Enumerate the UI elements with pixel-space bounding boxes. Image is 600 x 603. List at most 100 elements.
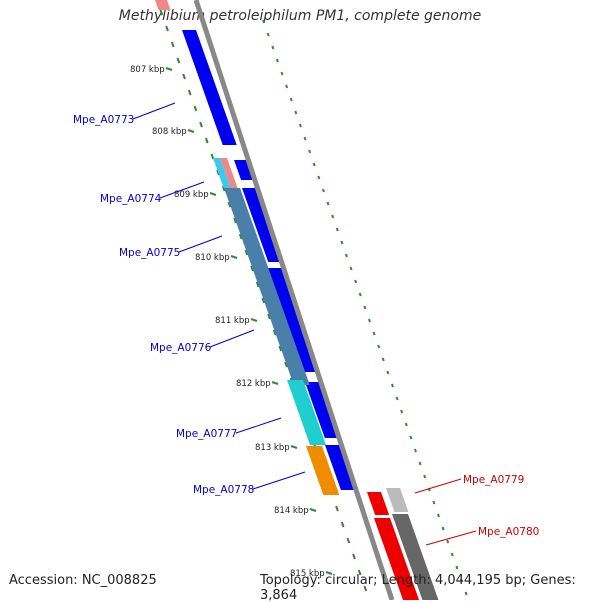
gene-label[interactable]: Mpe_A0779: [463, 474, 524, 486]
ring-dot: [437, 513, 440, 518]
ring-dot: [340, 240, 344, 245]
tick-mark: [340, 521, 345, 528]
label-leader-line: [132, 102, 176, 120]
tick-mark-major: [230, 255, 238, 259]
tick-mark: [238, 233, 243, 240]
tick-mark-major: [165, 67, 173, 71]
outer-ring-dots: [262, 19, 468, 596]
tick-mark: [204, 137, 209, 144]
label-leader-line: [414, 478, 462, 494]
label-leader-line: [159, 181, 205, 199]
tick-mark: [352, 553, 356, 560]
tick-mark: [165, 25, 169, 32]
tick-mark-major: [250, 318, 258, 322]
map-title: Methylibium petroleiphilum PM1, complete…: [118, 8, 482, 24]
gene-feature[interactable]: [374, 518, 420, 600]
tick-mark-major: [187, 129, 195, 133]
gene-feature[interactable]: [268, 268, 319, 372]
gene-feature[interactable]: [224, 188, 310, 385]
tick-mark: [357, 569, 362, 576]
tick-label: 812 kbp: [236, 379, 271, 389]
tick-mark: [199, 121, 203, 128]
tick-mark: [182, 73, 186, 80]
tick-mark: [187, 89, 192, 96]
ring-dot: [460, 578, 463, 583]
gene-label[interactable]: Mpe_A0773: [73, 114, 134, 126]
ring-dot: [312, 162, 316, 167]
tick-mark: [233, 217, 237, 224]
ring-dot: [358, 292, 362, 297]
tick-label: 811 kbp: [215, 316, 250, 326]
gene-label[interactable]: Mpe_A0778: [193, 484, 254, 496]
ring-dot: [377, 344, 381, 349]
tick-label: 813 kbp: [255, 443, 290, 453]
gene-feature[interactable]: [386, 488, 409, 512]
tick-mark: [278, 345, 283, 352]
gene-feature[interactable]: [234, 160, 256, 180]
gene-labels[interactable]: Mpe_A0773 Mpe_A0774 Mpe_A0775 Mpe_A0776 Mpe_…: [73, 102, 539, 546]
ring-dot: [395, 396, 399, 401]
gene-feature[interactable]: [325, 445, 355, 490]
tick-mark: [193, 105, 198, 112]
ring-dot: [464, 591, 468, 596]
tick-mark: [170, 41, 175, 48]
gene-label[interactable]: Mpe_A0780: [478, 526, 539, 538]
ring-dot: [372, 331, 376, 336]
ring-dot: [446, 539, 450, 544]
ring-dot: [308, 149, 312, 154]
ring-dot: [321, 188, 325, 193]
tick-mark: [284, 361, 288, 368]
gene-feature[interactable]: [392, 514, 439, 600]
tick-label: 809 kbp: [174, 190, 209, 200]
ring-dot: [367, 318, 371, 323]
ring-dot: [317, 175, 321, 180]
ring-dot: [381, 357, 385, 362]
gene-feature[interactable]: [220, 158, 238, 188]
gene-feature[interactable]: [213, 158, 231, 188]
ring-dot: [262, 19, 266, 24]
ring-dot: [455, 565, 459, 570]
ring-dot: [280, 71, 284, 76]
ring-dot: [354, 279, 358, 284]
ring-dot: [335, 227, 339, 232]
gene-label[interactable]: Mpe_A0776: [150, 342, 212, 354]
ring-dot: [303, 136, 307, 141]
tick-mark-major: [271, 381, 279, 385]
ring-dot: [423, 474, 427, 479]
gene-label[interactable]: Mpe_A0777: [176, 428, 237, 440]
gene-feature[interactable]: [242, 188, 283, 262]
tick-label: 808 kbp: [152, 127, 187, 137]
label-leader-line: [425, 530, 477, 546]
gene-feature[interactable]: [367, 492, 390, 515]
gene-features[interactable]: [155, 0, 439, 600]
ring-dot: [450, 552, 454, 557]
ring-dot: [418, 461, 422, 466]
gene-feature[interactable]: [306, 446, 340, 495]
tick-mark: [261, 297, 266, 304]
gene-label[interactable]: Mpe_A0775: [119, 247, 180, 259]
ring-dot: [285, 84, 289, 89]
ring-dot: [271, 45, 275, 50]
ring-dot: [363, 305, 367, 310]
tick-mark: [250, 265, 254, 272]
ring-dot: [386, 370, 390, 375]
label-leader-line: [235, 417, 282, 434]
tick-label: 814 kbp: [274, 506, 309, 516]
gene-feature[interactable]: [287, 380, 327, 445]
accession-text: Accession: NC_008825: [9, 573, 157, 588]
ring-dot: [289, 97, 293, 102]
genome-summary-text: Topology: circular; Length: 4,044,195 bp…: [260, 573, 576, 603]
gene-label[interactable]: Mpe_A0774: [100, 193, 162, 205]
gene-feature[interactable]: [155, 0, 171, 10]
tick-mark: [335, 505, 339, 512]
gene-feature[interactable]: [305, 382, 339, 438]
ring-dot: [414, 448, 417, 453]
ring-dot: [432, 500, 436, 505]
tick-mark: [227, 201, 232, 208]
ring-dot: [275, 58, 279, 63]
ring-dot: [404, 422, 408, 427]
gene-feature[interactable]: [182, 30, 237, 145]
tick-mark: [267, 313, 271, 320]
tick-mark: [176, 57, 181, 64]
